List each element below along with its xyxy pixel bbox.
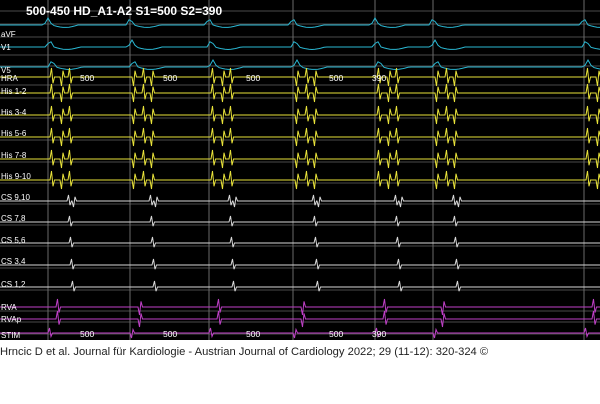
interval-bottom-1: 500 [80,329,95,339]
channel-label-cs34: CS 3,4 [1,257,26,266]
channel-label-avf: aVF [1,30,16,39]
trace-cs34 [0,258,600,270]
channel-label-cs78: CS 7,8 [1,214,26,223]
interval-bottom-3: 500 [246,329,261,339]
trace-v1 [0,38,600,51]
trace-rvap [0,310,600,328]
channel-label-hra: HRA [1,74,18,83]
interval-bottom-2: 500 [163,329,178,339]
interval-top-4: 500 [329,73,344,83]
interval-top-3: 500 [246,73,261,83]
tracing-canvas [0,0,600,340]
trace-rva [0,298,600,316]
interval-top-1: 500 [80,73,95,83]
channel-label-cs56: CS 5,6 [1,236,26,245]
channel-label-cs12: CS 1,2 [1,280,26,289]
channel-label-v1: V1 [1,43,11,52]
trace-cs56 [0,236,600,248]
channel-label-his34: His 3-4 [1,108,27,117]
interval-bottom-4: 500 [329,329,344,339]
trace-his56 [0,127,600,147]
trace-v5 [0,58,600,71]
trace-his12 [0,83,600,103]
trace-his34 [0,105,600,125]
interval-bottom-5: 390 [372,329,387,339]
channel-label-rva: RVA [1,303,17,312]
channel-label-his56: His 5-6 [1,129,27,138]
ep-tracing-panel: 500-450 HD_A1-A2 S1=500 S2=390 aVF V1 V5 HR… [0,0,600,340]
protocol-title: 500-450 HD_A1-A2 S1=500 S2=390 [26,4,223,18]
channel-label-his12: His 1-2 [1,87,27,96]
trace-cs78 [0,215,600,227]
trace-his78 [0,149,600,169]
trace-cs12 [0,280,600,292]
channel-label-his78: His 7-8 [1,151,27,160]
channel-label-rvap: RVAp [1,315,22,324]
trace-hra [0,67,600,87]
trace-avf [0,16,600,28]
trace-his910 [0,170,600,190]
channel-label-cs910: CS 9,10 [1,193,30,202]
channel-label-his910: His 9-10 [1,172,31,181]
figure-caption: Hrncic D et al. Journal für Kardiologie … [0,346,489,358]
interval-top-2: 500 [163,73,178,83]
channel-label-stim: STIM [1,331,21,340]
trace-stim [0,327,600,339]
channel-label-v5: V5 [1,66,11,75]
trace-cs910 [0,194,600,208]
interval-top-5: 390 [372,73,387,83]
